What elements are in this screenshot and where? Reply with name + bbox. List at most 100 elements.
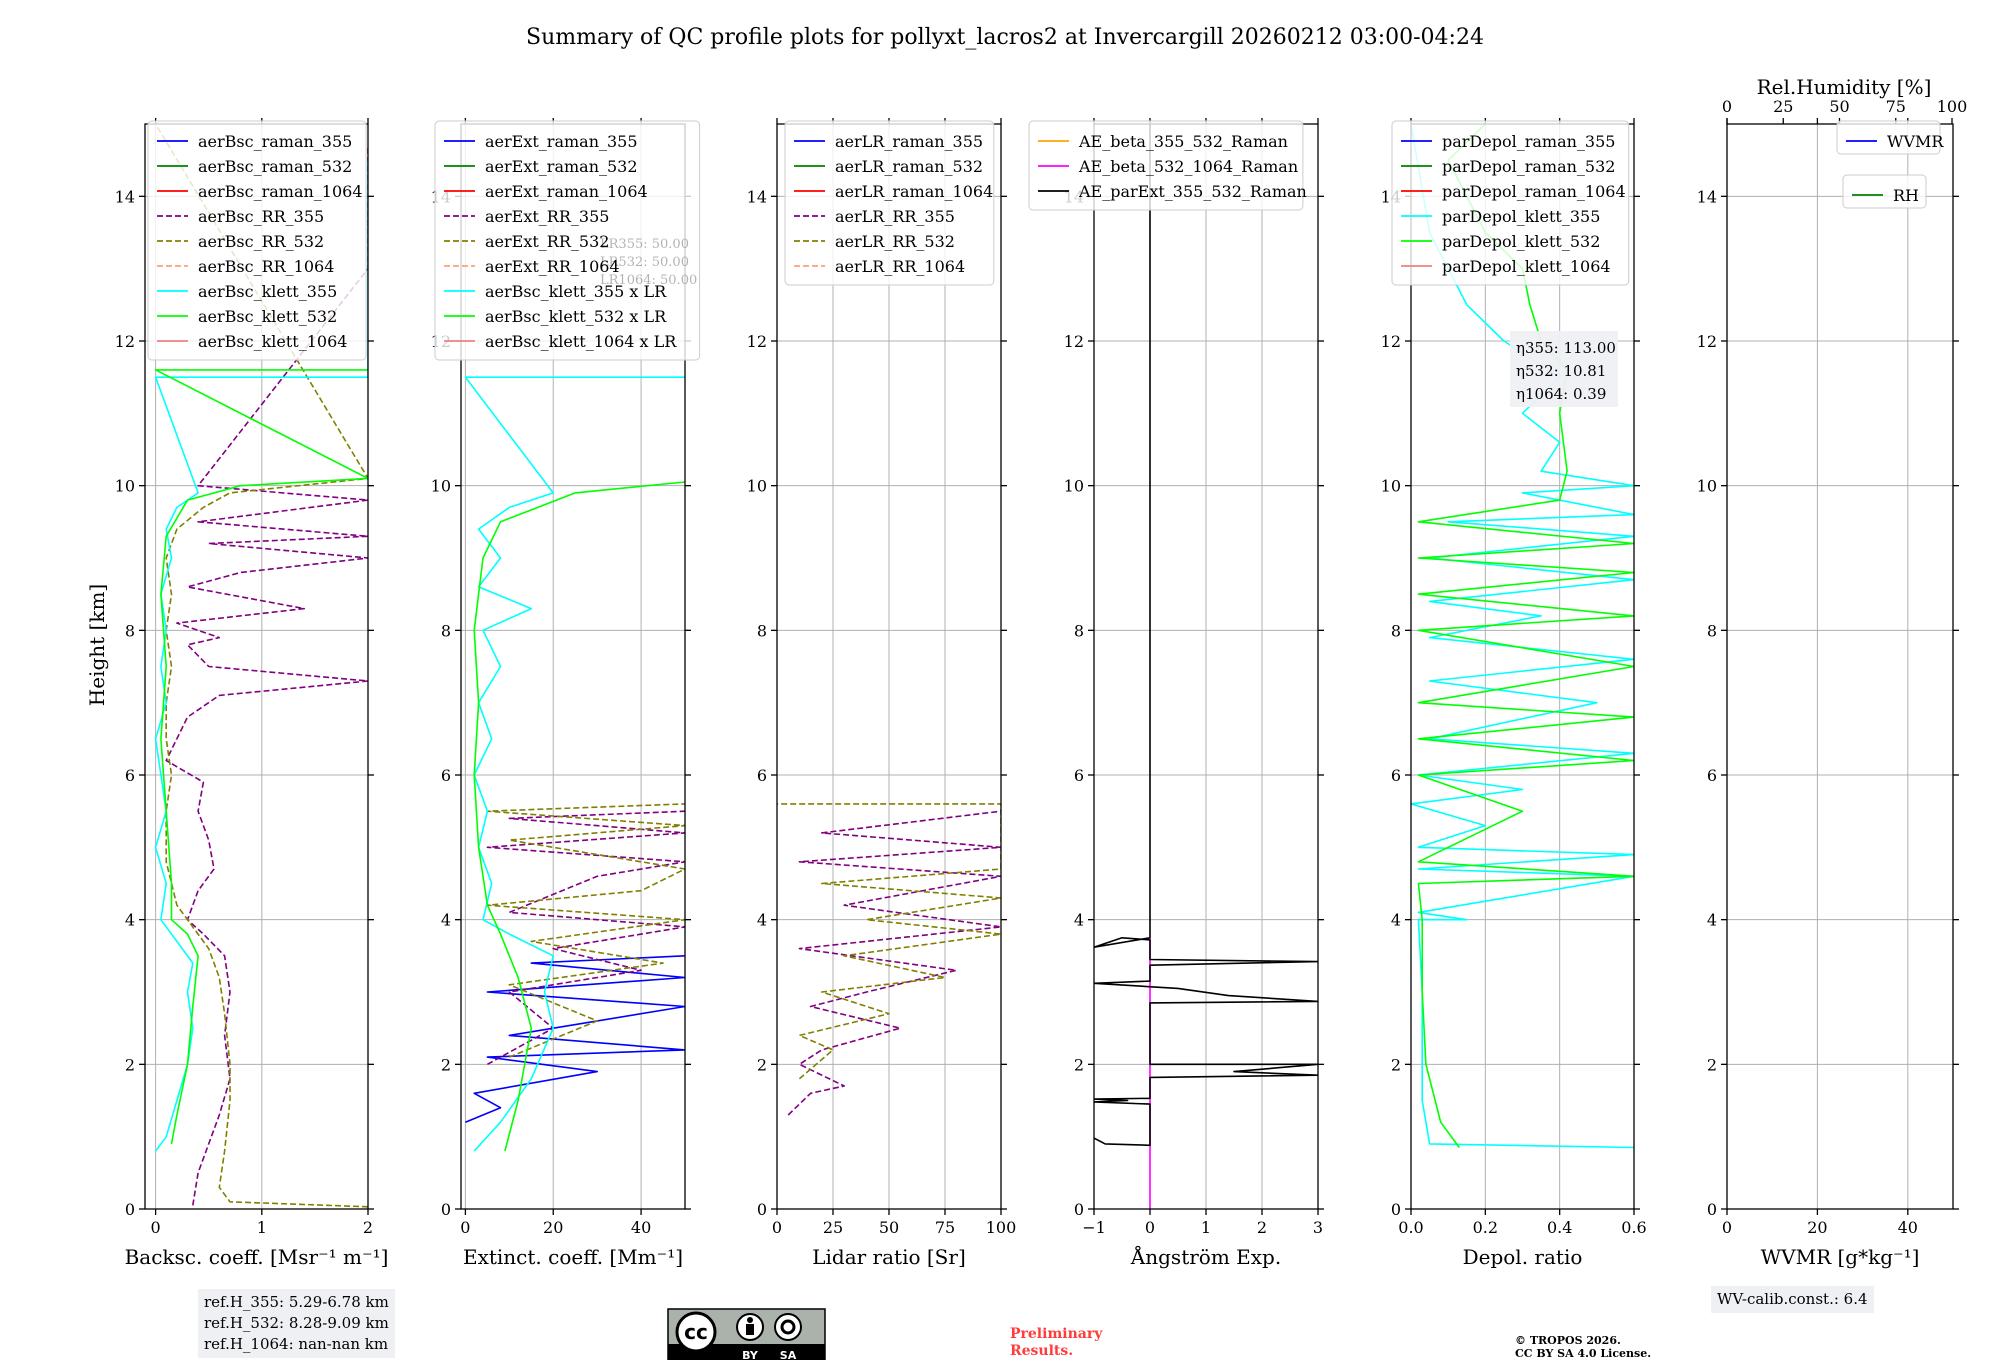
- legend-label: aerBsc_raman_532: [198, 157, 352, 176]
- legend-label: RH: [1893, 186, 1919, 205]
- x-axis-label: Extinct. coeff. [Mm⁻¹]: [463, 1245, 683, 1269]
- y-tick-label: 0: [1391, 1200, 1401, 1219]
- y-tick-label: 12: [1064, 332, 1084, 351]
- y-tick-label: 10: [431, 477, 451, 496]
- panel-extinction: 0204002468101214Extinct. coeff. [Mm⁻¹]ae…: [431, 118, 701, 1269]
- y-tick-label: 8: [441, 621, 451, 640]
- y-tick-label: 6: [757, 766, 767, 785]
- top-tick-label: 50: [1829, 97, 1849, 116]
- eta-box: [1510, 331, 1618, 407]
- x-tick-label: 3: [1313, 1218, 1323, 1237]
- legend-label: aerBsc_RR_532: [198, 232, 324, 251]
- legend-label: aerExt_raman_1064: [485, 182, 648, 201]
- wv-calibration-constant: WV-calib.const.: 6.4: [1717, 1290, 1868, 1308]
- eta-label: η355: 113.00: [1516, 339, 1616, 357]
- ref-height-532: ref.H_532: 8.28-9.09 km: [204, 1314, 389, 1332]
- cc-icon-text: cc: [684, 1320, 708, 1344]
- x-tick-label: 0.6: [1621, 1218, 1646, 1237]
- legend-box: [1836, 120, 1941, 155]
- x-tick-label: 40: [631, 1218, 651, 1237]
- figure-title: Summary of QC profile plots for pollyxt_…: [526, 25, 1484, 50]
- series-group: [1094, 124, 1318, 1209]
- x-axis-label: Lidar ratio [Sr]: [812, 1245, 966, 1269]
- legend-box: [1391, 120, 1630, 286]
- x-tick-label: 0: [1722, 1218, 1732, 1237]
- legend-label: parDepol_raman_532: [1442, 157, 1615, 176]
- y-tick-label: 2: [1074, 1055, 1084, 1074]
- legend-label: parDepol_klett_355: [1442, 207, 1600, 226]
- y-tick-label: 6: [441, 766, 451, 785]
- y-tick-label: 0: [1074, 1200, 1084, 1219]
- series-line-aerExt_RR_532: [486, 803, 685, 1058]
- legend-label: parDepol_klett_1064: [1442, 257, 1611, 276]
- x-tick-label: 0: [1145, 1218, 1155, 1237]
- y-tick-label: 8: [1391, 621, 1401, 640]
- legend-label: WVMR: [1887, 132, 1944, 151]
- x-tick-label: 75: [935, 1218, 955, 1237]
- x-tick-label: 100: [986, 1218, 1017, 1237]
- legend-box: [434, 120, 701, 361]
- legend-label: parDepol_klett_532: [1442, 232, 1600, 251]
- x-tick-label: −1: [1082, 1218, 1106, 1237]
- cc-sa-label: SA: [780, 1349, 797, 1360]
- legend-label: aerExt_RR_355: [485, 207, 609, 226]
- x-tick-label: 20: [1807, 1218, 1827, 1237]
- axes-frame: [1726, 123, 1954, 1210]
- y-tick-label: 14: [1697, 187, 1717, 206]
- legend-label: aerLR_raman_355: [835, 132, 983, 151]
- y-tick-label: 2: [757, 1055, 767, 1074]
- legend-label: aerExt_raman_355: [485, 132, 638, 151]
- y-tick-label: 4: [1074, 911, 1084, 930]
- legend-label: aerLR_raman_1064: [835, 182, 993, 201]
- cc-icon: [675, 1311, 717, 1353]
- axes-frame: [1410, 123, 1635, 1210]
- legend-label: aerBsc_klett_532 x LR: [485, 307, 667, 326]
- series-line-parDepol_klett_355: [1411, 124, 1634, 1149]
- wv-calibration-box: WV-calib.const.: 6.4: [1711, 1286, 1874, 1313]
- y-tick-label: 2: [1391, 1055, 1401, 1074]
- legend-label: AE_beta_532_1064_Raman: [1078, 157, 1298, 176]
- x-tick-label: 0.2: [1473, 1218, 1498, 1237]
- series-line-aerBsc_RR_532: [154, 124, 368, 1208]
- y-axis-label: Height [km]: [85, 584, 109, 706]
- x-tick-label: 2: [1257, 1218, 1267, 1237]
- top-tick-label: 75: [1886, 97, 1906, 116]
- legend: aerBsc_raman_355 aerBsc_raman_532 aerBsc_r…: [147, 120, 367, 361]
- y-tick-label: 12: [747, 332, 767, 351]
- ref-height-355: ref.H_355: 5.29-6.78 km: [204, 1293, 389, 1311]
- y-tick-label: 4: [1707, 911, 1717, 930]
- y-tick-label: 12: [1381, 332, 1401, 351]
- series-line-aerBsc_klett_532: [154, 369, 368, 1145]
- legend-label: aerLR_raman_532: [835, 157, 983, 176]
- series-line-AE_parExt_355_532_Raman: [1094, 124, 1318, 1147]
- series-line-aerLR_RR_355: [787, 810, 1001, 1116]
- legend-label: aerExt_RR_532: [485, 232, 609, 251]
- y-tick-label: 4: [1391, 911, 1401, 930]
- legend-label: aerBsc_klett_532: [198, 307, 337, 326]
- y-tick-label: 6: [125, 766, 135, 785]
- y-tick-label: 8: [1074, 621, 1084, 640]
- share-alike-icon: [774, 1313, 802, 1341]
- x-tick-label: 2: [363, 1218, 373, 1237]
- y-tick-label: 8: [1707, 621, 1717, 640]
- x-tick-label: 0.0: [1398, 1218, 1423, 1237]
- y-tick-label: 2: [125, 1055, 135, 1074]
- y-tick-label: 8: [757, 621, 767, 640]
- series-line-aerLR_RR_532: [777, 803, 1001, 1080]
- legend-box: [1028, 120, 1304, 211]
- series-line-aerBsc_klett_532 x LR: [473, 481, 685, 1152]
- y-tick-label: 0: [1707, 1200, 1717, 1219]
- legend-label: aerBsc_raman_355: [198, 132, 352, 151]
- legend: aerLR_raman_355 aerLR_raman_532 aerLR_rama…: [784, 120, 995, 286]
- reference-height-box: ref.H_355: 5.29-6.78 km ref.H_532: 8.28-…: [198, 1289, 395, 1358]
- y-tick-label: 10: [1697, 477, 1717, 496]
- y-tick-label: 6: [1391, 766, 1401, 785]
- eta-label: η1064: 0.39: [1516, 385, 1606, 403]
- series-line-aerExt_raman_355: [465, 955, 685, 1123]
- preliminary-label: Preliminary: [1010, 1326, 1103, 1342]
- series-group: [777, 803, 1001, 1116]
- legend: WVMR RH: [1836, 120, 1944, 209]
